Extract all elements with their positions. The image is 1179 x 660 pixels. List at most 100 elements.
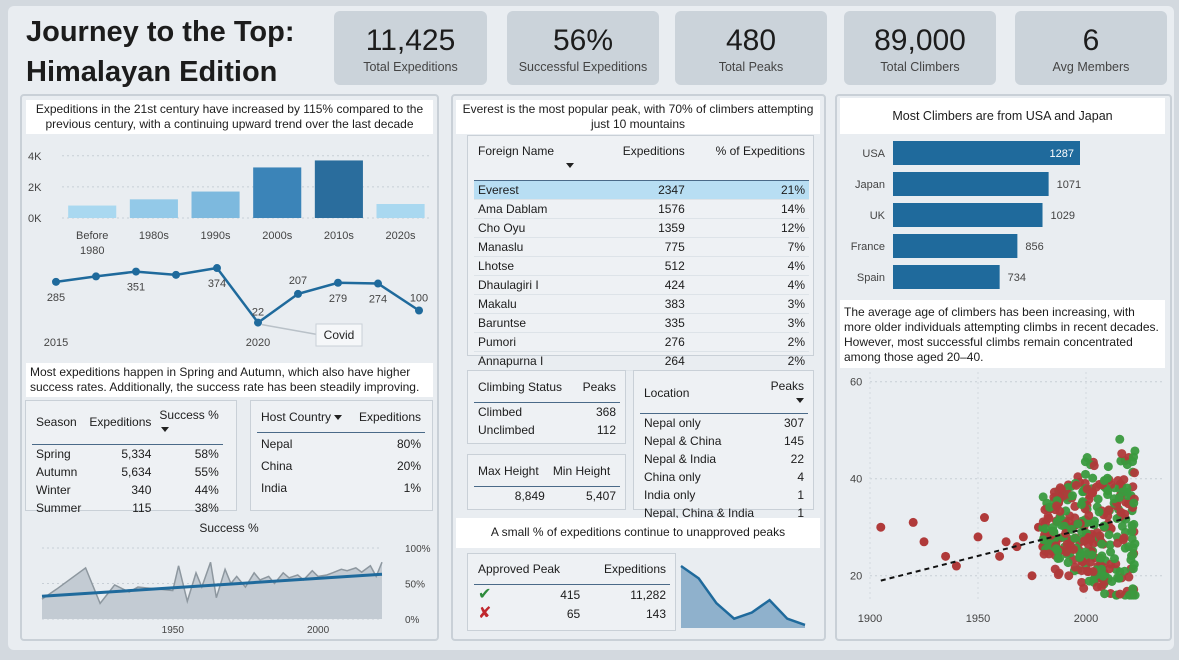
max-height-header[interactable]: Max Height (474, 460, 549, 487)
pct-expeditions-header[interactable]: % of Expeditions (688, 140, 809, 181)
table-row[interactable]: China only 4 (640, 468, 808, 486)
table-cell: 1 (797, 506, 804, 520)
table-row[interactable]: ✘ 65 143 (474, 604, 670, 623)
table-row[interactable]: Makalu 383 3% (474, 295, 809, 314)
table-row[interactable]: Autumn 5,634 55% (32, 463, 223, 481)
table-row[interactable]: Winter 340 44% (32, 481, 223, 499)
decade-note: Expeditions in the 21st century have inc… (26, 100, 433, 134)
table-row[interactable]: Annapurna I 264 2% (474, 352, 809, 371)
table-cell: 2347 (658, 183, 685, 197)
peak-expeditions-header[interactable]: Expeditions (602, 140, 689, 181)
table-row[interactable]: Climbed 368 (474, 403, 620, 422)
scatter-point (1012, 542, 1022, 552)
scatter-point (1113, 573, 1123, 583)
kpi-total-peaks: 480 Total Peaks (675, 11, 827, 85)
nation-bar (893, 141, 1080, 165)
table-cell: 5,334 (121, 447, 152, 461)
y-tick-label: 4K (28, 151, 42, 163)
approved-peak-header[interactable]: Approved Peak (474, 558, 585, 585)
scatter-point (1061, 547, 1071, 557)
table-cell: Pumori (478, 335, 517, 349)
kpi-label: Total Expeditions (363, 60, 458, 74)
nation-bar (893, 172, 1049, 196)
table-row[interactable]: China 20% (257, 455, 425, 477)
location-header[interactable]: Location (640, 375, 765, 414)
success-header[interactable]: Success % (155, 404, 223, 445)
host-country-header[interactable]: Host Country (257, 406, 352, 433)
x-tick-label: 2020 (246, 337, 270, 349)
scatter-point (979, 513, 989, 523)
scatter-point (1055, 506, 1065, 516)
table-row[interactable]: Pumori 276 2% (474, 333, 809, 352)
status-peaks-header[interactable]: Peaks (574, 376, 620, 403)
x-tick-label: 2000 (1074, 613, 1098, 625)
decade-bar (191, 191, 240, 218)
table-row[interactable]: India 1% (257, 477, 425, 499)
table-row[interactable]: Everest 2347 21% (474, 180, 809, 200)
table-row[interactable]: Unclimbed 112 (474, 421, 620, 439)
host-expeditions-header[interactable]: Expeditions (351, 406, 425, 433)
table-row[interactable]: Nepal & China 145 (640, 432, 808, 450)
table-cell: Makalu (478, 297, 517, 311)
table-row[interactable]: India only 1 (640, 486, 808, 504)
table-cell: 276 (664, 335, 685, 349)
table-row[interactable]: Baruntse 335 3% (474, 314, 809, 333)
climbing-status-header[interactable]: Climbing Status (474, 376, 575, 403)
table-row[interactable]: Dhaulagiri I 424 4% (474, 276, 809, 295)
scatter-point (1104, 530, 1114, 540)
table-row[interactable]: Nepal, China & India 1 (640, 504, 808, 522)
table-row[interactable]: Spring 5,334 58% (32, 445, 223, 464)
table-row[interactable]: Manaslu 775 7% (474, 238, 809, 257)
scatter-point (1043, 511, 1053, 521)
table-row[interactable]: Summer 115 38% (32, 499, 223, 517)
table-cell: 145 (783, 434, 804, 448)
nation-bar (893, 234, 1018, 258)
age-scatter-chart: 60 40 20 1900 1950 2000 (850, 372, 1162, 625)
x-tick-label: 1980s (139, 230, 169, 242)
table-row[interactable]: Ama Dablam 1576 14% (474, 200, 809, 219)
table-row[interactable]: Cho Oyu 1359 12% (474, 219, 809, 238)
scatter-point (1085, 557, 1095, 567)
scatter-point (1097, 564, 1107, 574)
approved-expeditions-header[interactable]: Expeditions (584, 558, 670, 585)
location-peaks-header[interactable]: Peaks (764, 375, 808, 414)
scatter-point (1100, 589, 1110, 599)
scatter-point (1098, 571, 1108, 581)
table-row[interactable]: Nepal & India 22 (640, 450, 808, 468)
scatter-point (1043, 537, 1053, 547)
scatter-point (1124, 572, 1134, 582)
table-cell: India (261, 480, 288, 495)
kpi-value: 56% (552, 24, 614, 57)
foreign-name-header[interactable]: Foreign Name (474, 140, 603, 181)
data-label: 1071 (1057, 179, 1081, 191)
table-cell: 12% (780, 221, 805, 235)
min-height-header[interactable]: Min Height (548, 460, 620, 487)
kpi-label: Total Peaks (718, 60, 784, 74)
success-rate-chart: Success % 0% 50% 100% 1950 2000 (41, 521, 431, 636)
table-cell: Ama Dablam (478, 202, 548, 216)
table-cell: 415 (560, 587, 581, 602)
season-header[interactable]: Season (32, 404, 86, 445)
kpi-label: Avg Members (1052, 60, 1130, 74)
scatter-point (1088, 567, 1098, 577)
table-cell: 115 (132, 501, 152, 515)
scatter-point (1094, 507, 1104, 517)
expeditions-header[interactable]: Expeditions (85, 404, 156, 445)
climbing-status-table: Climbing Status Peaks Climbed 368 Unclimbe… (474, 376, 620, 439)
host-country-card: Host Country Expeditions Nepal 80% China 20… (250, 400, 433, 511)
table-cell: 11,282 (630, 587, 666, 602)
table-row[interactable]: ✔ 415 11,282 (474, 585, 670, 605)
table-row[interactable]: Nepal 80% (257, 433, 425, 455)
x-tick-label: 1950 (966, 613, 990, 625)
table-row[interactable]: Lhotse 512 4% (474, 257, 809, 276)
y-tick-label: 60 (850, 377, 862, 389)
host-country-table: Host Country Expeditions Nepal 80% China 20… (257, 406, 425, 499)
scatter-point (995, 551, 1005, 561)
scatter-point (908, 517, 918, 527)
scatter-point (1049, 487, 1059, 497)
x-tick-label: 2020s (386, 230, 416, 242)
yearly-point (92, 272, 100, 281)
table-row[interactable]: 8,849 5,407 (474, 487, 620, 506)
yearly-point (334, 278, 342, 287)
table-row[interactable]: Nepal only 307 (640, 414, 808, 433)
